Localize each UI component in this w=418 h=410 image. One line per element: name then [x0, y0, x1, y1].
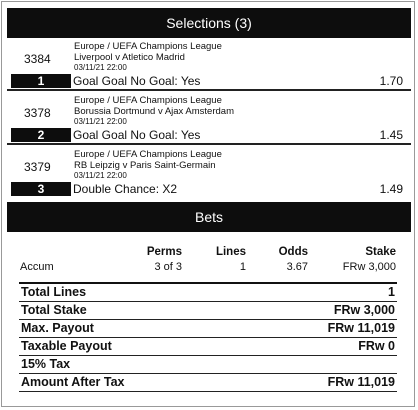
table-cell: FRw 3,000	[342, 260, 396, 273]
selection-number: 3378	[24, 106, 51, 120]
selection-league: Europe / UEFA Champions League	[74, 95, 222, 106]
column-header	[20, 244, 110, 259]
selection-datetime: 03/11/21 22:00	[74, 117, 127, 126]
selection-market: Goal Goal No Goal: Yes	[73, 128, 201, 142]
table-cell: 1	[239, 260, 246, 273]
table-cell: 3.67	[286, 260, 308, 273]
column-header: Stake	[365, 245, 396, 258]
summary-value: FRw 11,019	[327, 375, 395, 389]
selection-index: 2	[11, 128, 71, 142]
selection-index: 3	[11, 182, 71, 196]
selection-teams: Liverpool v Atletico Madrid	[74, 52, 185, 63]
summary-total-lines: Total Lines 1	[19, 283, 397, 302]
summary-value: FRw 3,000	[333, 303, 395, 317]
selection-index: 1	[11, 74, 71, 88]
summary-taxable-payout: Taxable Payout FRw 0	[19, 337, 397, 356]
summary-label: 15% Tax	[21, 357, 71, 371]
table-cell: 3 of 3	[154, 260, 182, 273]
divider	[7, 89, 411, 91]
summary-value: FRw 11,019	[327, 321, 395, 335]
column-header: Perms	[146, 245, 182, 258]
summary-top-rule	[19, 282, 397, 284]
column-header: Lines	[215, 245, 246, 258]
selections-header: Selections (3)	[7, 8, 411, 38]
selection-datetime: 03/11/21 22:00	[74, 63, 127, 72]
bets-table: Perms Lines Odds Stake Accum 3 of 3 1 3.…	[20, 244, 396, 274]
summary-tax: 15% Tax	[19, 355, 397, 374]
table-row: Accum 3 of 3 1 3.67 FRw 3,000	[20, 259, 396, 274]
selection-league: Europe / UEFA Champions League	[74, 149, 222, 160]
summary-total-stake: Total Stake FRw 3,000	[19, 301, 397, 320]
selection-market: Double Chance: X2	[73, 182, 178, 196]
bets-table-header: Perms Lines Odds Stake	[20, 244, 396, 259]
selection-odds: 1.70	[379, 74, 403, 88]
summary-label: Total Lines	[21, 285, 87, 299]
selection-odds: 1.45	[379, 128, 403, 142]
selection-market: Goal Goal No Goal: Yes	[73, 74, 201, 88]
selection-datetime: 03/11/21 22:00	[74, 171, 127, 180]
summary-label: Total Stake	[21, 303, 87, 317]
selection-league: Europe / UEFA Champions League	[74, 41, 222, 52]
summary-value: 1	[388, 285, 395, 299]
selection-number: 3384	[24, 52, 51, 66]
selection-number: 3379	[24, 160, 51, 174]
selection-teams: Borussia Dortmund v Ajax Amsterdam	[74, 106, 234, 117]
summary-label: Amount After Tax	[21, 375, 125, 389]
selection-odds: 1.49	[379, 182, 403, 196]
selection-teams: RB Leipzig v Paris Saint-Germain	[74, 160, 216, 171]
divider	[7, 143, 411, 145]
bets-header: Bets	[7, 202, 411, 232]
summary-value: FRw 0	[358, 339, 395, 353]
summary-amount-after-tax: Amount After Tax FRw 11,019	[19, 373, 397, 392]
column-header: Odds	[278, 245, 308, 258]
summary-max-payout: Max. Payout FRw 11,019	[19, 319, 397, 338]
table-cell: Accum	[20, 260, 54, 273]
summary-label: Max. Payout	[21, 321, 94, 335]
summary-label: Taxable Payout	[21, 339, 112, 353]
